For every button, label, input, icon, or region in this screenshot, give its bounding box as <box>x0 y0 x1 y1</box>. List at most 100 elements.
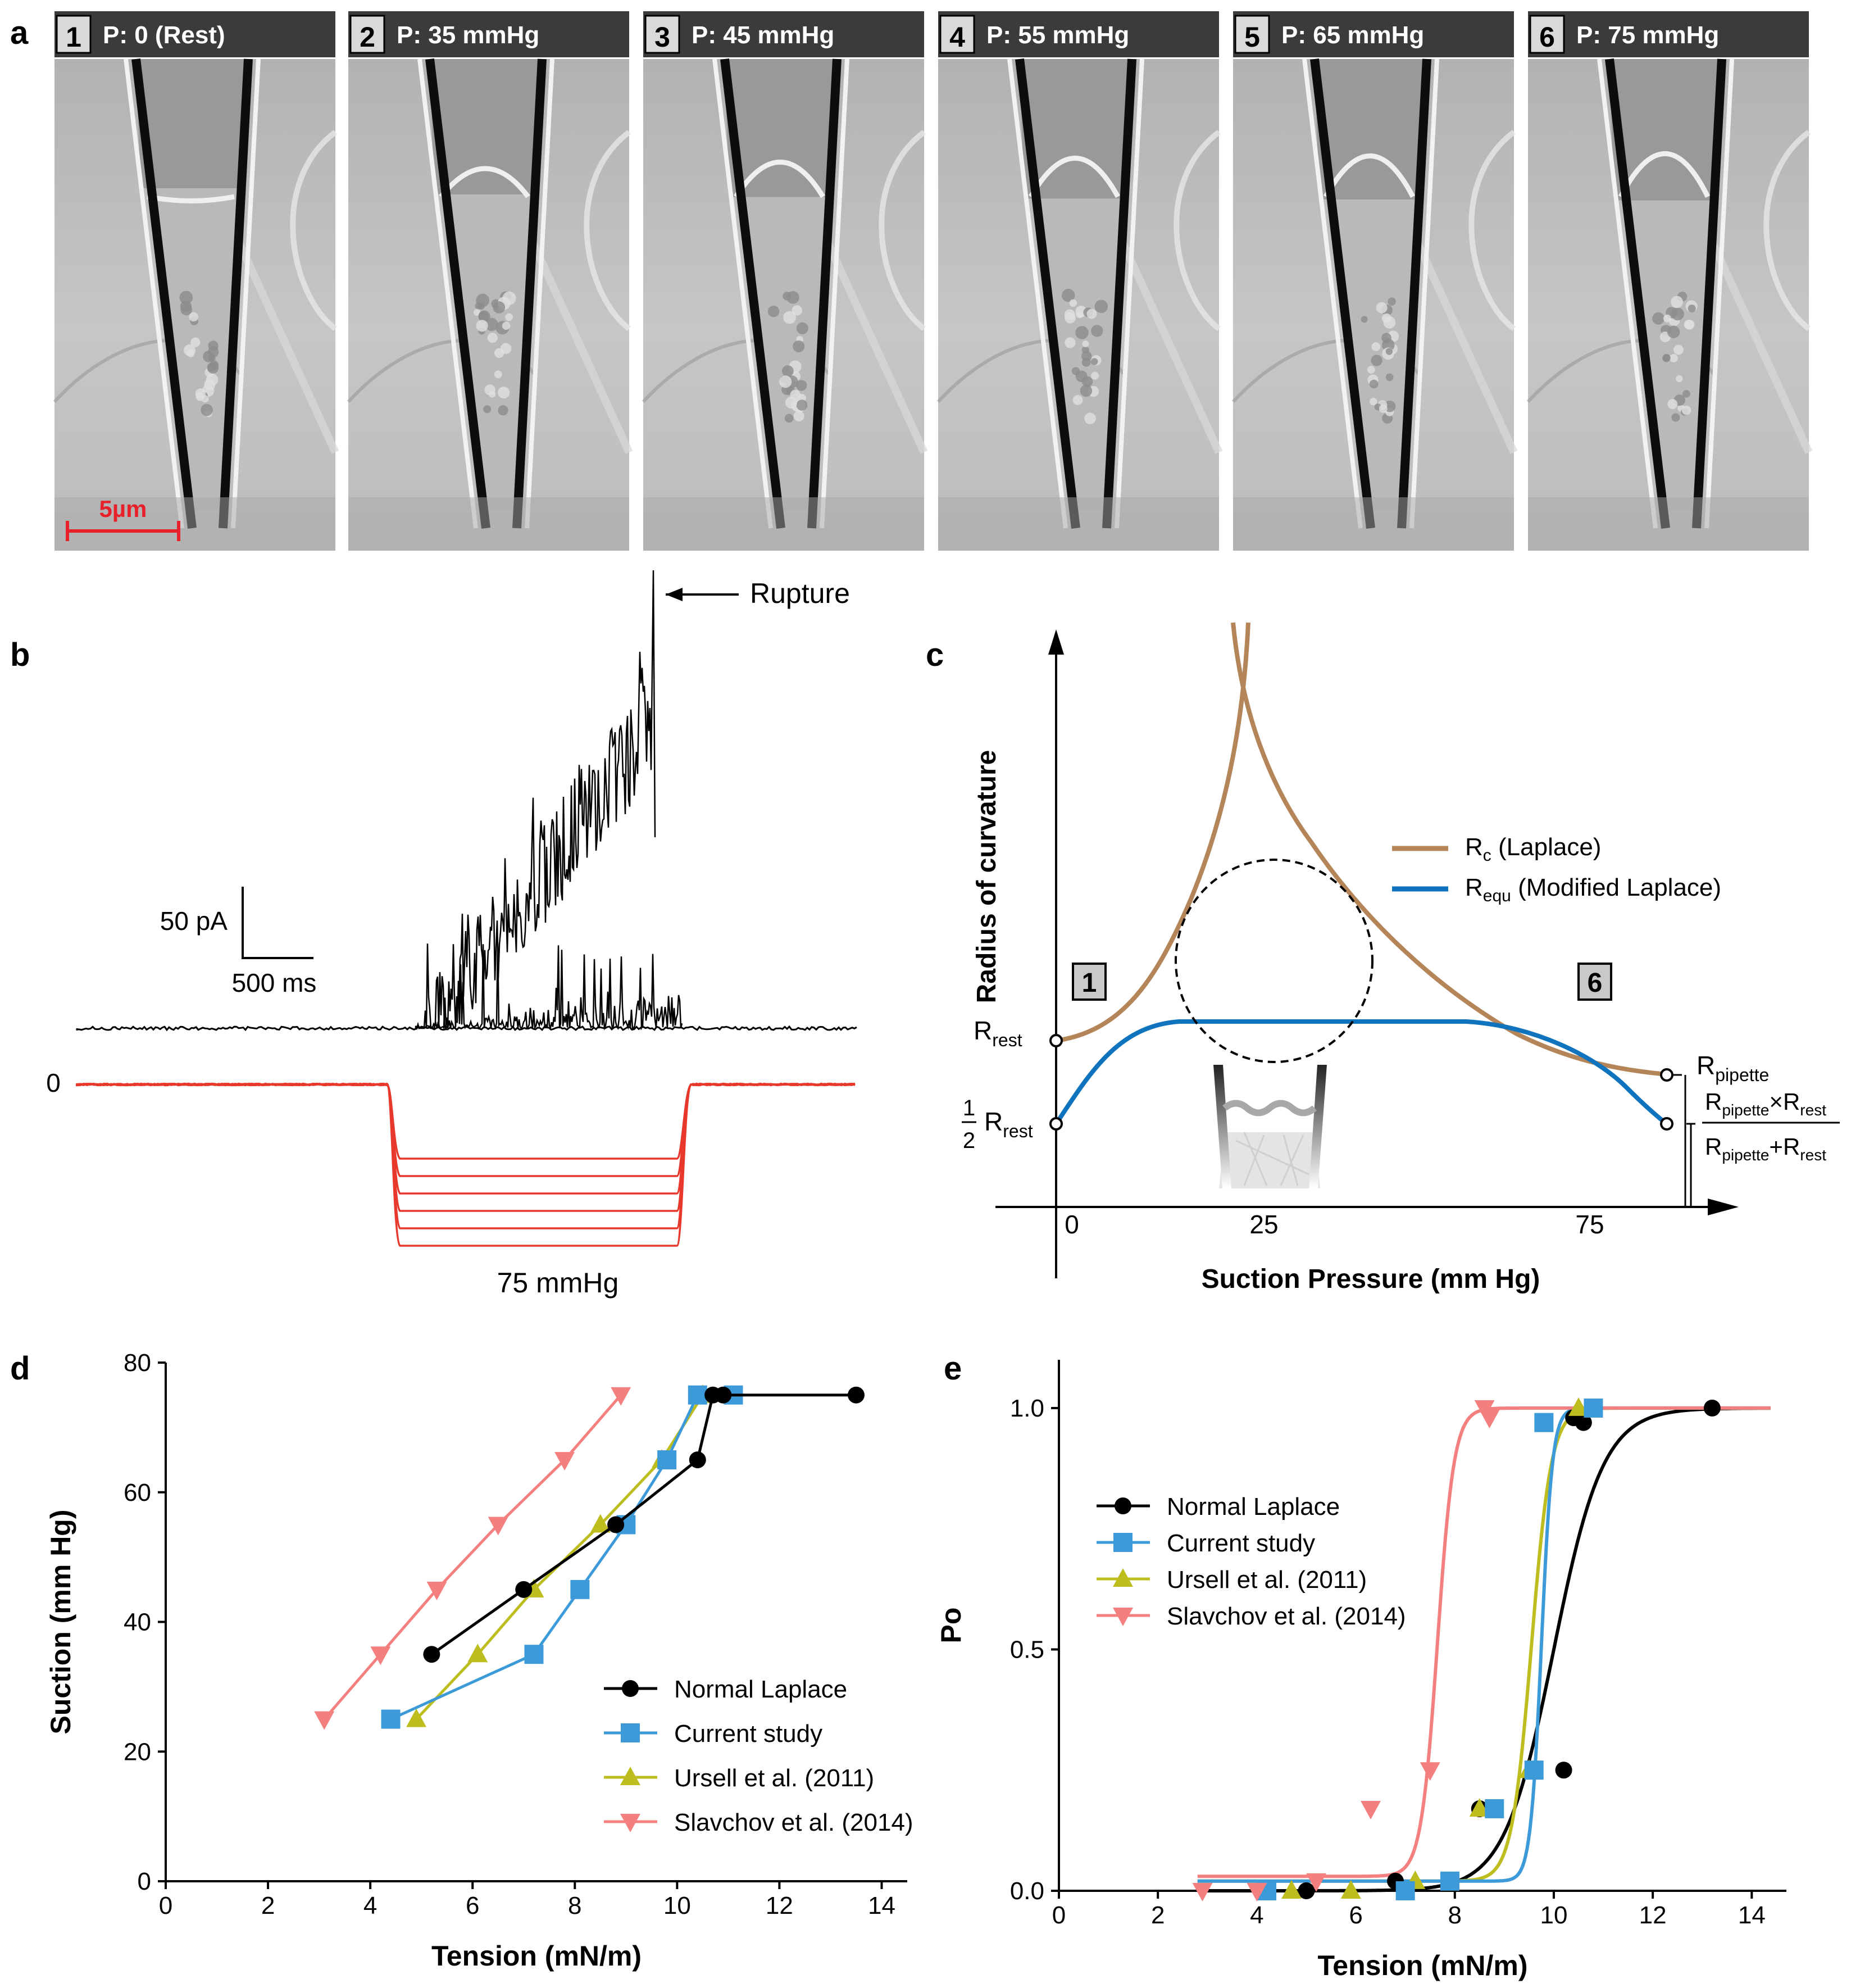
granule <box>487 333 498 343</box>
pipette-wall-right <box>219 58 253 529</box>
frame-header <box>1233 11 1514 57</box>
y-tick-label: 0 <box>138 1868 151 1895</box>
frame-number-box <box>939 15 975 54</box>
c-x-tick-0: 0 <box>1065 1210 1079 1239</box>
x-tick-label: 0 <box>1052 1901 1066 1929</box>
current-trace-rupture <box>419 570 656 1031</box>
pipette-wall-left <box>720 58 785 529</box>
granule <box>204 379 216 391</box>
series-1-point-2 <box>515 1581 533 1598</box>
c-half-rrest-point <box>1049 1117 1063 1131</box>
cell-streak <box>1415 243 1518 454</box>
c-half-num: 1 <box>963 1096 975 1120</box>
granule <box>1091 371 1099 380</box>
series-1-point-1 <box>423 1646 440 1663</box>
pipette-wall-right <box>1397 58 1431 529</box>
frame-number: 5 <box>1244 21 1260 53</box>
pipette-halo-left <box>124 58 184 529</box>
frame-4: 4 P: 55 mmHg <box>936 11 1223 551</box>
substrate <box>1528 497 1809 551</box>
b-scale-x-label: 500 ms <box>232 968 317 997</box>
legend-marker-3 <box>620 1767 640 1785</box>
granule <box>502 321 511 330</box>
series-4-point-5 <box>554 1452 575 1471</box>
legend-marker-1 <box>622 1680 639 1697</box>
granule <box>1371 342 1381 351</box>
pipette-aspirated-region <box>1315 59 1427 199</box>
granule <box>1072 394 1083 405</box>
c-y-axis-label: Radius of curvature <box>972 750 1002 1004</box>
series-2-point-3 <box>1440 1871 1459 1891</box>
fit-curve-1 <box>1197 1406 1771 1892</box>
series-line-3 <box>415 1394 704 1721</box>
legend-label-3: Ursell et al. (2011) <box>1167 1566 1367 1594</box>
granule <box>793 411 804 422</box>
granule <box>1671 413 1680 422</box>
granule <box>201 403 213 416</box>
granule <box>498 405 508 416</box>
series-2-point-3 <box>570 1579 590 1599</box>
legend-label-2: Current study <box>674 1720 822 1748</box>
legend-marker-4 <box>1113 1608 1133 1626</box>
pipette-aspirated-region <box>1020 59 1132 199</box>
series-1-point-7 <box>1703 1399 1721 1417</box>
granule <box>1381 333 1391 343</box>
granule <box>1663 354 1671 362</box>
chart-e: 0 2 4 6 8 10 12 14 0.0 0.5 1.0 Tension (mN/m) Po Norm… <box>935 1360 1786 1981</box>
pipette-halo-right <box>1115 58 1144 529</box>
rc-laplace-curve-right <box>1231 622 1667 1077</box>
pipette-halo-left <box>712 58 773 529</box>
frame-number: 1 <box>66 21 81 53</box>
frame-1: 1 P: 0 (Rest) <box>53 11 339 551</box>
pipette-wall-left <box>1015 58 1080 529</box>
granule <box>1370 398 1377 406</box>
pipette-halo-right <box>1704 58 1734 529</box>
cell-edge <box>1468 130 1516 331</box>
series-4-point-6 <box>1474 1400 1495 1419</box>
c-rrest-label: Rrest <box>974 1016 1022 1050</box>
series-4-point-2 <box>370 1646 391 1665</box>
pipette-wall-right <box>1102 58 1136 529</box>
panel-letter-d: d <box>10 1350 30 1387</box>
cell-streak <box>825 243 928 454</box>
granule <box>477 302 485 310</box>
series-1-point-6 <box>1575 1414 1592 1431</box>
series-4-point-4 <box>1361 1800 1381 1819</box>
series-4-point-1 <box>314 1711 335 1730</box>
series-4-point-7 <box>1479 1410 1500 1429</box>
b-scale-bar <box>242 887 313 959</box>
b-scale-y-label: 50 pA <box>160 906 228 936</box>
granule <box>1082 340 1089 347</box>
frame-label: P: 45 mmHg <box>692 21 834 49</box>
granule <box>187 350 195 357</box>
pipette-halo-left <box>417 58 478 529</box>
series-3-point-4 <box>590 1514 611 1533</box>
x-axis-label: Tension (mN/m) <box>431 1940 642 1972</box>
pipette-wall-right <box>807 58 842 529</box>
granule <box>1081 357 1091 367</box>
frame-header <box>938 11 1219 57</box>
granule <box>1065 337 1076 348</box>
series-2-point-5 <box>657 1450 677 1470</box>
legend-label-3: Ursell et al. (2011) <box>674 1764 874 1792</box>
granule <box>796 322 808 334</box>
series-2-point-6 <box>688 1385 707 1405</box>
frame-3: 3 P: 45 mmHg <box>642 11 928 551</box>
granule <box>493 301 506 314</box>
pipette-wall-left <box>131 58 197 529</box>
c-x-axis-arrow <box>1708 1199 1739 1215</box>
x-tick-label: 4 <box>363 1892 377 1919</box>
panel-letter-a: a <box>10 15 29 51</box>
legend-label-2: Current study <box>1167 1529 1315 1557</box>
granule <box>767 305 780 317</box>
y-tick-label: 20 <box>124 1738 151 1765</box>
x-tick-label: 2 <box>1151 1901 1165 1929</box>
granule <box>796 380 807 391</box>
membrane-meniscus <box>439 166 530 198</box>
pipette-halo-right <box>231 58 261 529</box>
frame-number: 6 <box>1539 21 1555 53</box>
x-tick-label: 2 <box>261 1892 275 1919</box>
series-3-point-2 <box>1340 1880 1361 1899</box>
series-4-point-4 <box>488 1517 508 1536</box>
granule <box>179 291 193 305</box>
